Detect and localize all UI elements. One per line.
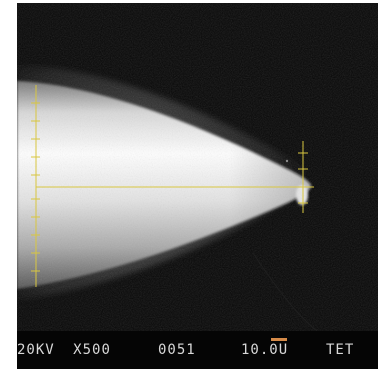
magnification: X500 bbox=[73, 342, 111, 358]
scale-bar-marker bbox=[271, 338, 287, 341]
operator-id: TET bbox=[326, 342, 355, 358]
sem-databar: 20KV X500 0051 10.0U TET bbox=[17, 331, 378, 369]
sem-micrograph: 20KV X500 0051 10.0U TET bbox=[17, 3, 378, 369]
scale-bar-label: 10.0U bbox=[241, 342, 289, 358]
sem-micrograph-svg bbox=[17, 3, 378, 369]
measurement-overlay bbox=[31, 85, 314, 287]
accelerating-voltage: 20KV bbox=[17, 342, 55, 358]
accelerating-voltage-label: 20KV X500 bbox=[17, 343, 111, 357]
image-number: 0051 bbox=[158, 342, 196, 358]
